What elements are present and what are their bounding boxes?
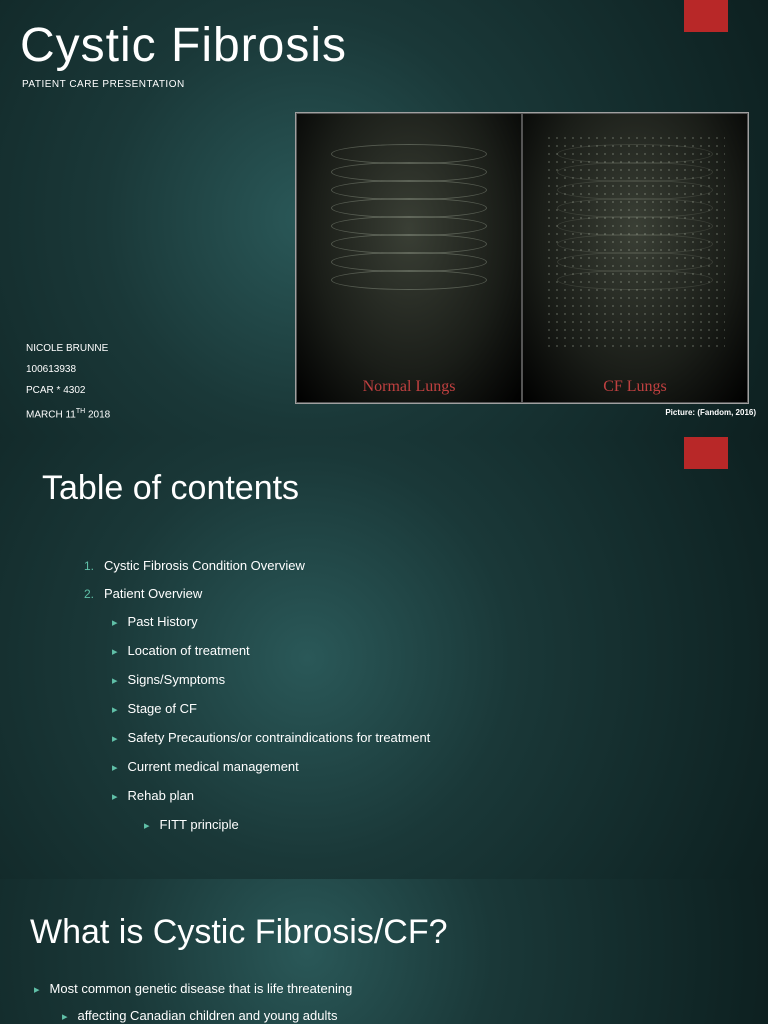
presentation-title: Cystic Fibrosis xyxy=(0,0,768,73)
bullets-sub: affecting Canadian children and young ad… xyxy=(34,1003,768,1024)
toc-subitem: Location of treatment xyxy=(112,637,768,666)
toc-item: Patient Overview Past History Location o… xyxy=(84,580,768,840)
toc-subitem: Stage of CF xyxy=(112,695,768,724)
section-title: What is Cystic Fibrosis/CF? xyxy=(0,879,768,952)
toc-subitem: Rehab plan FITT principle xyxy=(112,782,768,840)
toc-subitem: Signs/Symptoms xyxy=(112,666,768,695)
author-course: PCAR * 4302 xyxy=(26,380,110,401)
xray-cf: CF Lungs xyxy=(522,113,748,403)
toc-subsublist: FITT principle xyxy=(112,811,768,840)
author-id: 100613938 xyxy=(26,359,110,380)
presentation-subtitle: PATIENT CARE PRESENTATION xyxy=(0,73,768,90)
toc-sublist: Past History Location of treatment Signs… xyxy=(84,608,768,840)
slide-toc: Table of contents Cystic Fibrosis Condit… xyxy=(0,437,768,879)
picture-credit: Picture: (Fandom, 2016) xyxy=(665,408,756,417)
toc-list: Cystic Fibrosis Condition Overview Patie… xyxy=(0,508,768,840)
toc-subitem: Past History xyxy=(112,608,768,637)
bullets: Most common genetic disease that is life… xyxy=(0,952,768,1024)
xray-normal-label: Normal Lungs xyxy=(297,378,521,396)
author-name: NICOLE BRUNNE xyxy=(26,338,110,359)
toc-item: Cystic Fibrosis Condition Overview xyxy=(84,552,768,580)
toc-subsubitem: FITT principle xyxy=(144,811,768,840)
slide-what-is-cf: What is Cystic Fibrosis/CF? Most common … xyxy=(0,879,768,1024)
accent-tab xyxy=(684,0,728,32)
author-date: MARCH 11TH 2018 xyxy=(26,401,110,425)
xray-cf-label: CF Lungs xyxy=(523,378,747,396)
toc-subitem: Safety Precautions/or contraindications … xyxy=(112,724,768,753)
slide-title: Cystic Fibrosis PATIENT CARE PRESENTATIO… xyxy=(0,0,768,437)
author-block: NICOLE BRUNNE 100613938 PCAR * 4302 MARC… xyxy=(26,338,110,425)
bullet-item: Most common genetic disease that is life… xyxy=(34,976,768,1024)
accent-tab xyxy=(684,437,728,469)
toc-subitem: Current medical management xyxy=(112,753,768,782)
xray-comparison-image: Normal Lungs CF Lungs xyxy=(295,112,749,404)
xray-normal: Normal Lungs xyxy=(296,113,522,403)
bullet-subitem: affecting Canadian children and young ad… xyxy=(62,1003,768,1024)
toc-title: Table of contents xyxy=(0,437,768,508)
